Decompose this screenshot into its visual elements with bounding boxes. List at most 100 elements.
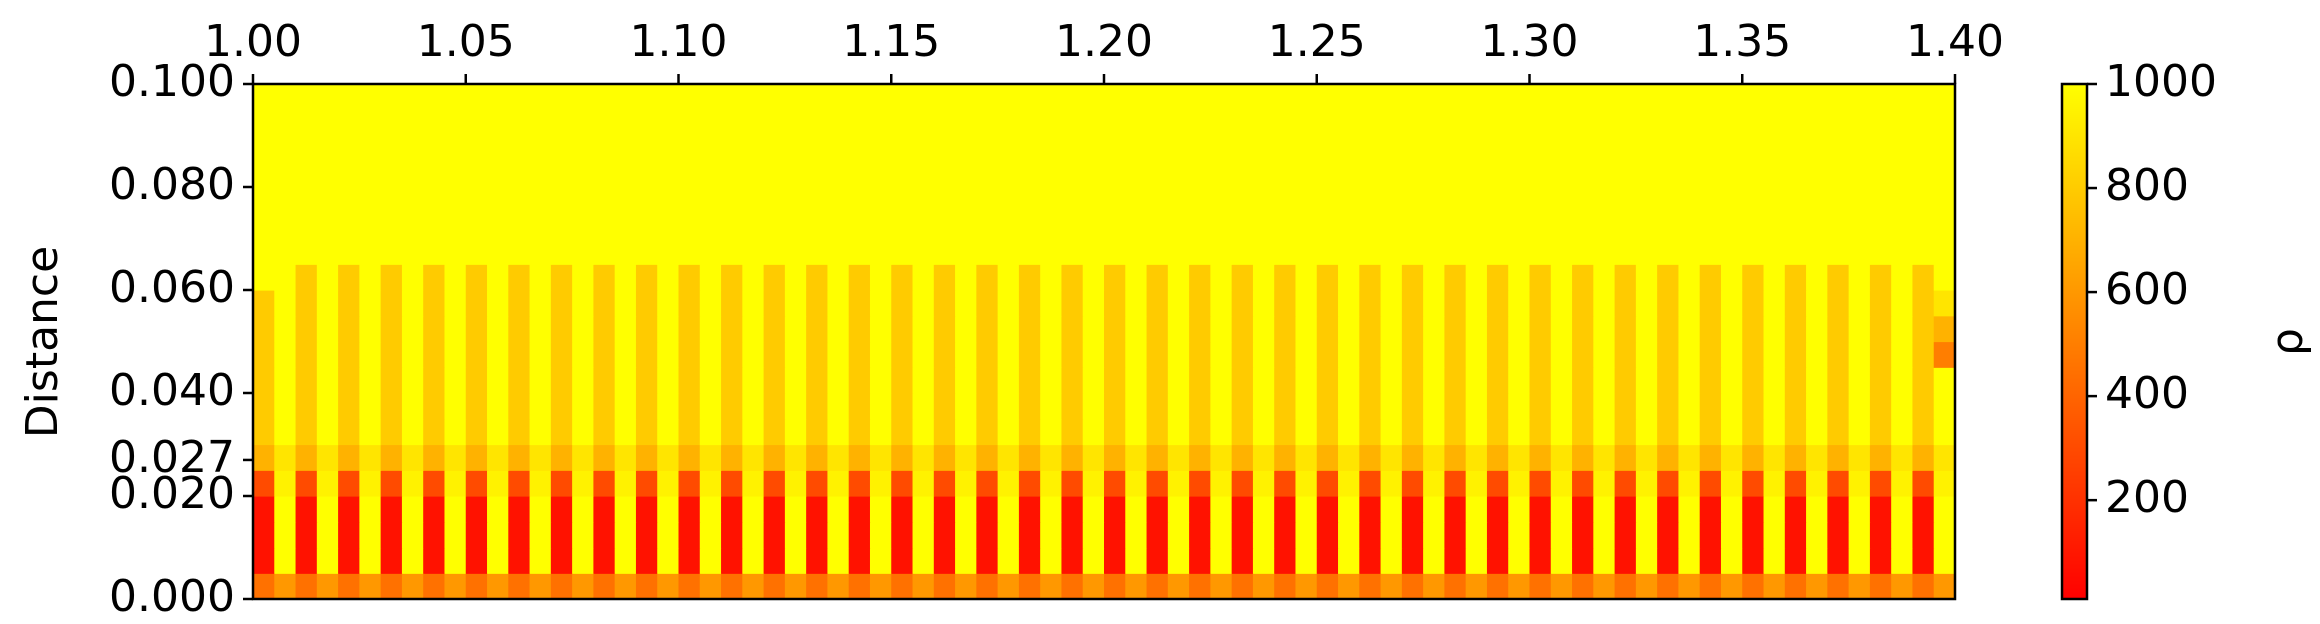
heatmap-cell: [1827, 573, 1850, 600]
heatmap-cell: [1933, 418, 1956, 446]
heatmap-cell: [508, 212, 531, 240]
heatmap-cell: [955, 470, 977, 497]
heatmap-cell: [1359, 161, 1382, 188]
heatmap-cell: [848, 290, 871, 317]
heatmap-cell: [465, 341, 488, 368]
heatmap-cell: [1933, 393, 1956, 420]
heatmap-cell: [1146, 264, 1169, 291]
heatmap-cell: [295, 418, 318, 446]
heatmap-cell: [933, 496, 956, 523]
heatmap-cell: [487, 547, 509, 574]
heatmap-cell: [1040, 496, 1063, 523]
heatmap-cell: [1869, 470, 1892, 497]
heatmap-cell: [891, 187, 914, 214]
heatmap-cell: [699, 238, 722, 265]
heatmap-cell: [635, 212, 658, 240]
heatmap-cell: [1210, 161, 1233, 188]
heatmap-cell: [806, 418, 829, 446]
heatmap-cell: [1316, 341, 1339, 368]
heatmap-cell: [550, 573, 573, 600]
heatmap-cell: [1529, 212, 1552, 240]
heatmap-cell: [1444, 418, 1467, 446]
heatmap-cell: [1529, 315, 1552, 343]
heatmap-cell: [806, 135, 829, 162]
heatmap-cell: [444, 135, 467, 162]
heatmap-cell: [1401, 161, 1424, 188]
heatmap-cell: [1593, 212, 1616, 240]
heatmap-cell: [1550, 290, 1573, 317]
heatmap-cell: [253, 521, 275, 549]
heatmap-cell: [848, 109, 871, 137]
heatmap-cell: [1508, 264, 1531, 291]
heatmap-cell: [1061, 496, 1084, 523]
heatmap-cell: [1933, 84, 1956, 111]
heatmap-cell: [1146, 418, 1169, 446]
heatmap-cell: [529, 84, 552, 111]
heatmap-cell: [1763, 573, 1786, 600]
heatmap-cell: [1252, 393, 1275, 420]
heatmap-cell: [1806, 418, 1828, 446]
heatmap-cell: [1295, 341, 1318, 368]
heatmap-cell: [401, 547, 424, 574]
heatmap-cell: [1295, 161, 1318, 188]
heatmap-cell: [1678, 470, 1701, 497]
colorbar-tick-label: 400: [2105, 368, 2189, 419]
heatmap-cell: [1806, 212, 1828, 240]
heatmap-cell: [1912, 341, 1935, 368]
heatmap-cell: [274, 341, 297, 368]
heatmap-cell: [1040, 573, 1063, 600]
heatmap-cell: [1231, 573, 1254, 600]
heatmap-cell: [1040, 238, 1063, 265]
heatmap-cell: [635, 161, 658, 188]
heatmap-cell: [678, 238, 701, 265]
heatmap-cell: [1678, 109, 1701, 137]
heatmap-cell: [1444, 187, 1467, 214]
heatmap-cell: [465, 547, 488, 574]
heatmap-cell: [1423, 547, 1445, 574]
heatmap-cell: [1635, 264, 1658, 291]
y-tick-label: 0.000: [109, 571, 235, 622]
heatmap-cell: [742, 367, 765, 394]
heatmap-cell: [1401, 470, 1424, 497]
heatmap-cell: [1274, 521, 1297, 549]
heatmap-cell: [401, 393, 424, 420]
heatmap-cell: [572, 444, 594, 471]
heatmap-cell: [848, 212, 871, 240]
heatmap-cell: [1699, 341, 1722, 368]
heatmap-cell: [699, 290, 722, 317]
heatmap-cell: [1869, 393, 1892, 420]
heatmap-cell: [1401, 109, 1424, 137]
heatmap-cell: [1912, 470, 1935, 497]
heatmap-cell: [380, 315, 403, 343]
heatmap-cell: [1529, 547, 1552, 574]
heatmap-cell: [955, 290, 977, 317]
heatmap-cell: [1614, 444, 1637, 471]
heatmap-cell: [678, 418, 701, 446]
heatmap-cell: [955, 238, 977, 265]
heatmap-cell: [912, 187, 935, 214]
heatmap-cell: [742, 521, 765, 549]
heatmap-cell: [1018, 290, 1041, 317]
heatmap-cell: [316, 496, 339, 523]
heatmap-cell: [1359, 547, 1382, 574]
heatmap-cell: [1040, 418, 1063, 446]
heatmap-cell: [784, 393, 807, 420]
heatmap-cell: [1827, 315, 1850, 343]
heatmap-cell: [614, 161, 637, 188]
heatmap-cell: [1869, 547, 1892, 574]
heatmap-cell: [1359, 341, 1382, 368]
heatmap-cell: [997, 521, 1020, 549]
heatmap-cell: [1593, 444, 1616, 471]
heatmap-cell: [1146, 212, 1169, 240]
heatmap-cell: [1869, 238, 1892, 265]
heatmap-cell: [635, 238, 658, 265]
heatmap-cell: [1167, 367, 1190, 394]
heatmap-cell: [423, 315, 446, 343]
heatmap-cell: [593, 444, 616, 471]
heatmap-cell: [1040, 444, 1063, 471]
heatmap-cell: [1167, 315, 1190, 343]
heatmap-cell: [1933, 341, 1956, 368]
heatmap-cell: [1550, 444, 1573, 471]
heatmap-cell: [1061, 573, 1084, 600]
heatmap-cell: [1444, 521, 1467, 549]
